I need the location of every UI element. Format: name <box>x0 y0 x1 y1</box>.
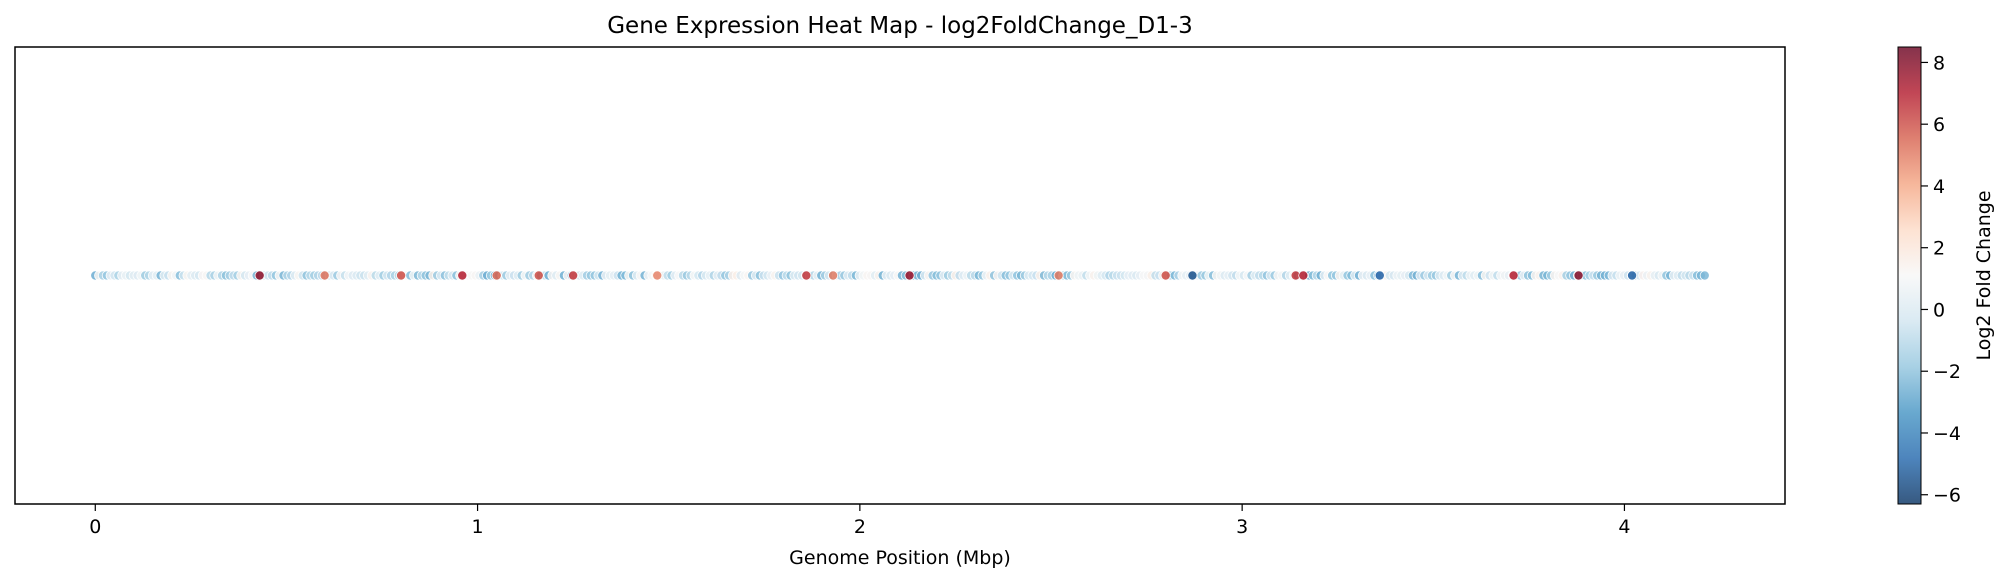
data-point <box>491 270 502 281</box>
data-point <box>652 270 663 281</box>
data-point <box>904 270 915 281</box>
colorbar-tick-label: 4 <box>1933 176 1945 198</box>
colorbar-ticks: −6 −4 −2 0 2 4 6 8 <box>1921 52 1961 507</box>
data-point <box>254 270 265 281</box>
data-point <box>1573 270 1584 281</box>
x-axis-ticks: 0 1 2 3 4 <box>89 504 1630 538</box>
data-point <box>1298 270 1309 281</box>
data-point <box>533 270 544 281</box>
data-point <box>828 270 839 281</box>
colorbar-tick-label: −2 <box>1933 361 1961 383</box>
data-point <box>457 270 468 281</box>
data-point <box>1053 270 1064 281</box>
data-point <box>1508 270 1519 281</box>
x-tick-label: 0 <box>89 516 101 538</box>
data-point <box>1187 270 1198 281</box>
plot-area-frame <box>14 46 1786 505</box>
scatter-points <box>90 270 1710 281</box>
colorbar-tick-label: −4 <box>1933 423 1961 445</box>
chart-title: Gene Expression Heat Map - log2FoldChang… <box>607 13 1193 39</box>
data-point <box>319 270 330 281</box>
data-point <box>1627 270 1638 281</box>
colorbar <box>1897 46 1922 505</box>
data-point <box>801 270 812 281</box>
colorbar-tick-label: 2 <box>1933 238 1945 260</box>
data-point <box>396 270 407 281</box>
data-point <box>1699 270 1710 281</box>
colorbar-tick-label: 6 <box>1933 114 1945 136</box>
data-point <box>568 270 579 281</box>
x-tick-label: 3 <box>1236 516 1248 538</box>
data-point <box>1374 270 1385 281</box>
colorbar-tick-label: 0 <box>1933 299 1945 321</box>
colorbar-tick-label: 8 <box>1933 52 1945 74</box>
colorbar-tick-label: −6 <box>1933 485 1961 507</box>
colorbar-label: Log2 Fold Change <box>1973 190 1995 360</box>
x-tick-label: 2 <box>854 516 866 538</box>
x-tick-label: 4 <box>1618 516 1630 538</box>
data-point <box>1160 270 1171 281</box>
x-tick-label: 1 <box>472 516 484 538</box>
x-axis-label: Genome Position (Mbp) <box>789 547 1011 569</box>
